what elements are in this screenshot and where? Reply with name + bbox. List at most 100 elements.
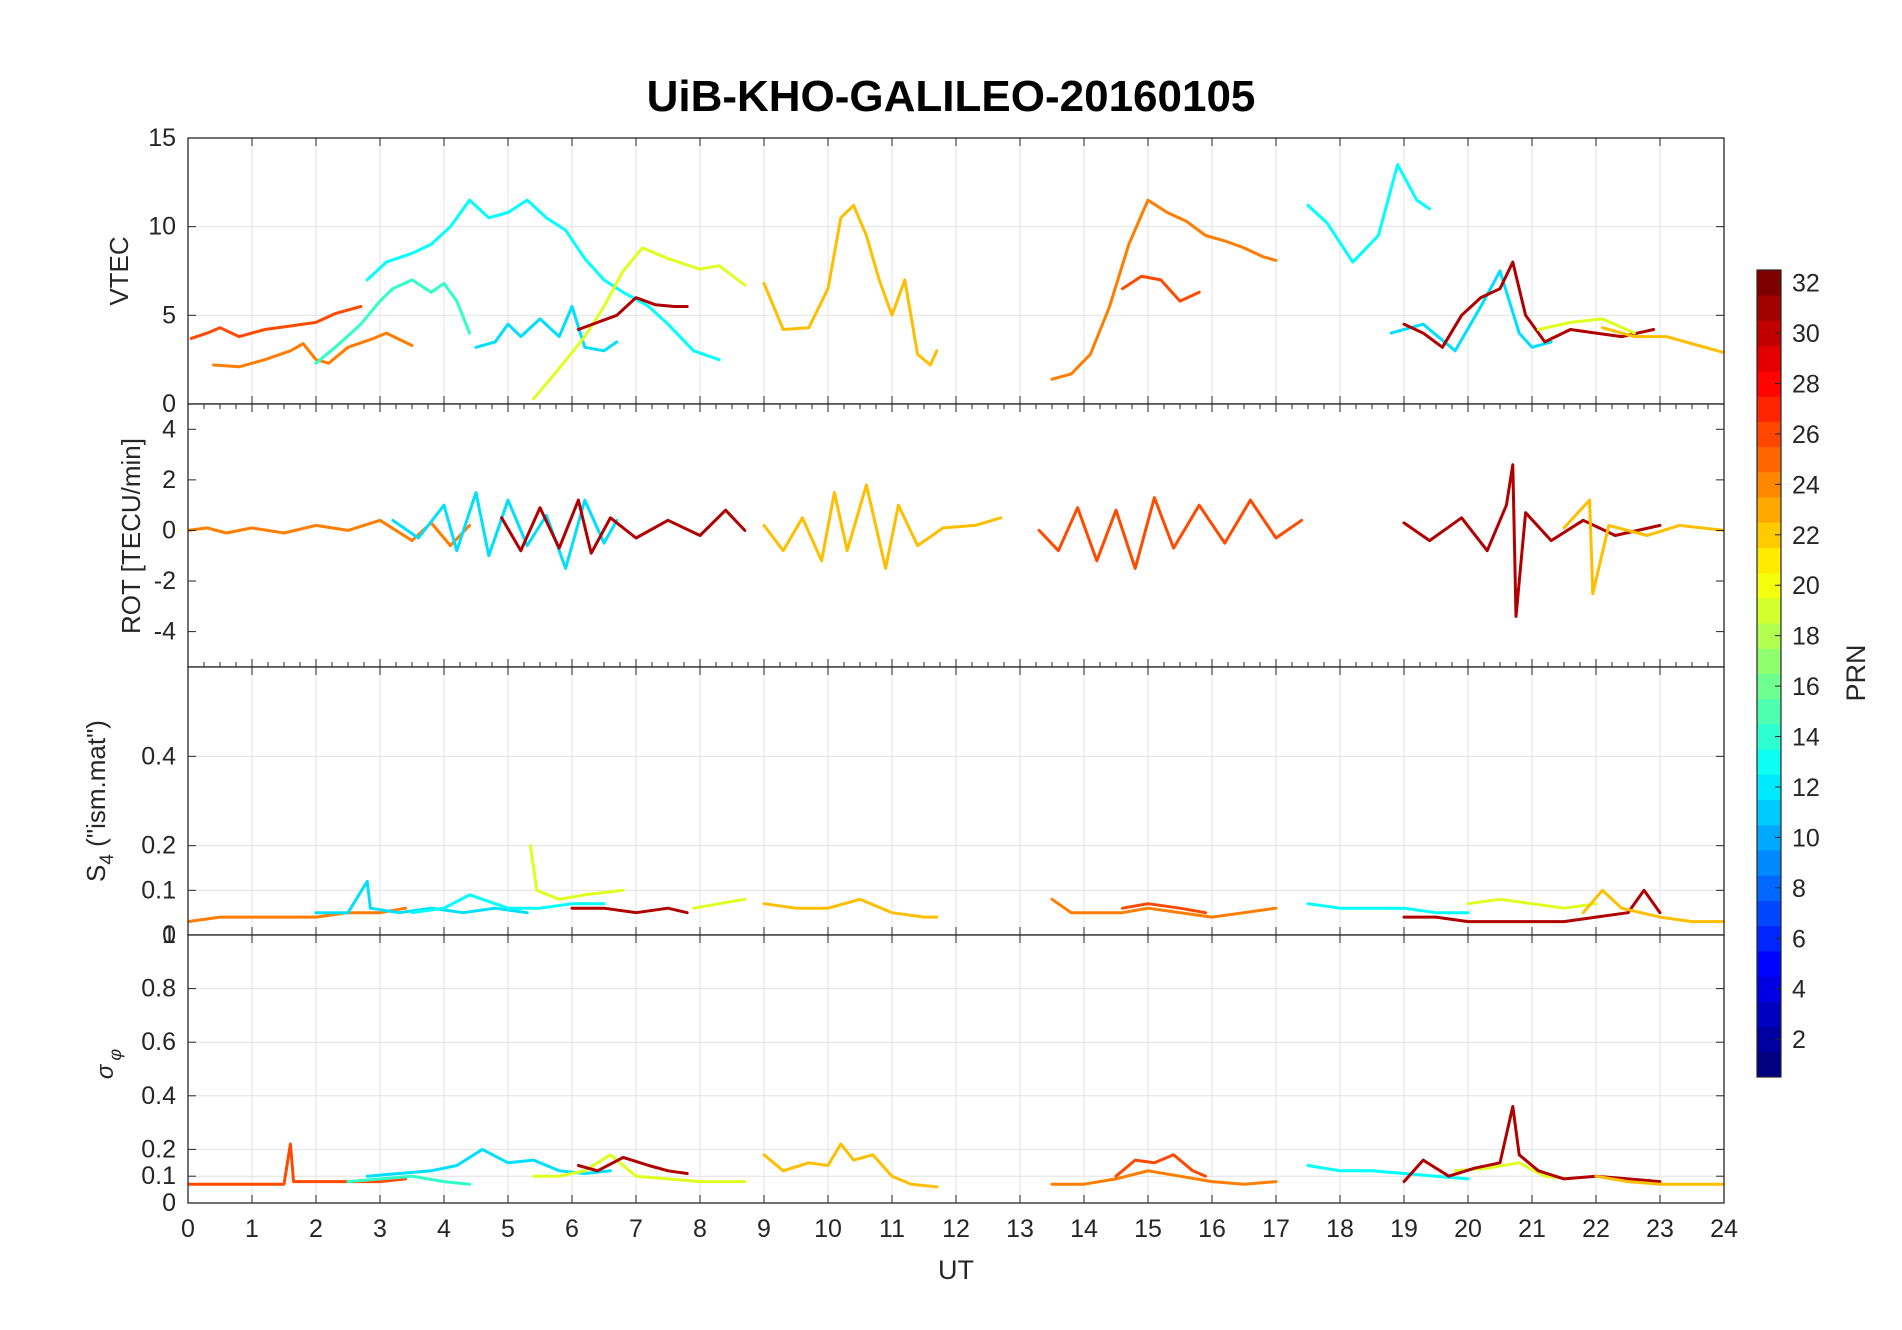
colorbar-tick-label: 2 [1792, 1026, 1806, 1054]
series-line-s4 [1466, 897, 1598, 910]
series-line-sigma-phi [346, 1174, 472, 1186]
y-axis-label: S4 ("ism.mat") [81, 720, 118, 882]
panel-s4: 0 0.1 0.2 0.4 S4 ("ism.mat") [81, 666, 1725, 949]
y-tick-label: 0.6 [141, 1028, 176, 1056]
series-line-vtec [1536, 317, 1636, 335]
series-line-s4 [692, 897, 747, 910]
series-line-s4 [410, 893, 606, 915]
y-tick-label: 0.1 [141, 1162, 176, 1190]
y-axis-label: VTEC [104, 236, 134, 305]
series-line-vtec [1120, 274, 1201, 303]
colorbar-segment [1757, 1001, 1781, 1028]
x-tick-label: 20 [1454, 1215, 1482, 1243]
x-tick-label: 3 [373, 1215, 387, 1243]
series-line-s4 [1402, 888, 1662, 924]
x-tick-label: 14 [1070, 1215, 1098, 1243]
series-line-vtec [1402, 260, 1656, 349]
x-tick-label: 9 [757, 1215, 771, 1243]
series-line-vtec [1050, 198, 1278, 381]
series-line-vtec [532, 246, 747, 401]
colorbar-tick-label: 24 [1792, 471, 1820, 499]
colorbar-segment [1757, 396, 1781, 422]
x-tick-label: 10 [814, 1215, 842, 1243]
colorbar-segment [1757, 698, 1781, 725]
x-tick-label: 1 [245, 1215, 259, 1243]
colorbar-segment [1757, 799, 1781, 826]
series-line-s4 [1306, 902, 1470, 915]
y-tick-label: -2 [154, 567, 176, 595]
colorbar-segment [1757, 547, 1781, 574]
y-tick-label: 2 [162, 466, 176, 494]
series-line-sigma-phi [532, 1153, 747, 1184]
colorbar-tick-label: 30 [1792, 320, 1820, 348]
series-line-sigma-phi [1306, 1164, 1470, 1181]
x-tick-label: 5 [501, 1215, 515, 1243]
series-line-vtec [474, 305, 619, 353]
x-tick-label: 4 [437, 1215, 451, 1243]
colorbar-segment [1757, 749, 1781, 775]
colorbar-tick-label: 12 [1792, 774, 1820, 802]
colorbar-segment [1757, 648, 1781, 674]
x-tick-label: 7 [629, 1215, 643, 1243]
series-line-rot [1402, 463, 1662, 618]
y-tick-label: 0 [162, 921, 176, 949]
series-line-s4 [188, 906, 408, 924]
series-line-rot [762, 483, 1003, 570]
series-line-s4 [1120, 902, 1208, 915]
series-line-sigma-phi [762, 1142, 939, 1189]
series-line-rot [1562, 498, 1724, 596]
colorbar-segment [1757, 295, 1781, 321]
colorbar-frame [1756, 269, 1782, 1078]
series-line-vtec [1306, 163, 1432, 264]
panel-rot: -4 -2 0 2 4 ROT [TECU/min] [116, 403, 1725, 668]
colorbar-tick-label: 18 [1792, 623, 1820, 651]
x-tick-label: 13 [1006, 1215, 1034, 1243]
y-tick-label: 0.2 [141, 1135, 176, 1163]
y-tick-label: 5 [162, 301, 176, 329]
y-tick-label: 0 [162, 516, 176, 544]
x-tick-label: 2 [309, 1215, 323, 1243]
colorbar-tick-label: 32 [1792, 270, 1820, 298]
series-line-s4 [762, 897, 939, 919]
x-tick-label: 15 [1134, 1215, 1162, 1243]
series-line-s4 [570, 906, 689, 915]
series-line-sigma-phi [1050, 1169, 1278, 1186]
series-line-vtec [365, 198, 721, 362]
colorbar-segment [1757, 850, 1781, 876]
series-line-s4 [1050, 897, 1278, 919]
series-line-rot [500, 498, 747, 555]
y-tick-label: 0.2 [141, 832, 176, 860]
series-line-sigma-phi [576, 1155, 689, 1175]
series-line-vtec [1389, 269, 1553, 353]
colorbar-tick-label: 26 [1792, 421, 1820, 449]
y-tick-label: -4 [154, 618, 176, 646]
y-axis-label: σφ [92, 1049, 125, 1079]
colorbar-tick-label: 8 [1792, 875, 1806, 903]
series-line-s4 [314, 879, 529, 915]
colorbar-segment [1757, 496, 1781, 523]
series-line-s4 [528, 844, 625, 901]
series-line-rot [188, 518, 472, 548]
colorbar-segment [1757, 446, 1781, 473]
colorbar-tick-label: 6 [1792, 925, 1806, 953]
y-tick-label: 0 [162, 390, 176, 418]
series-line-s4 [1581, 888, 1724, 924]
y-tick-label: 0.1 [141, 876, 176, 904]
y-tick-label: 0.4 [141, 1082, 176, 1110]
colorbar-tick-label: 22 [1792, 522, 1820, 550]
y-axis-label: ROT [TECU/min] [116, 438, 146, 634]
x-tick-label: 0 [181, 1215, 195, 1243]
y-tick-label: 10 [148, 213, 176, 241]
colorbar-segment [1757, 345, 1781, 372]
y-tick-label: 0 [162, 1189, 176, 1217]
colorbar-tick-label: 28 [1792, 370, 1820, 398]
x-tick-label: 19 [1390, 1215, 1418, 1243]
colorbar-tick-label: 4 [1792, 976, 1806, 1004]
series-line-vtec [1600, 326, 1724, 355]
colorbar-segment [1757, 950, 1781, 977]
x-tick-label: 16 [1198, 1215, 1226, 1243]
series-line-vtec [212, 331, 414, 369]
series-line-sigma-phi [1114, 1153, 1208, 1178]
series-line-vtec [189, 305, 363, 340]
